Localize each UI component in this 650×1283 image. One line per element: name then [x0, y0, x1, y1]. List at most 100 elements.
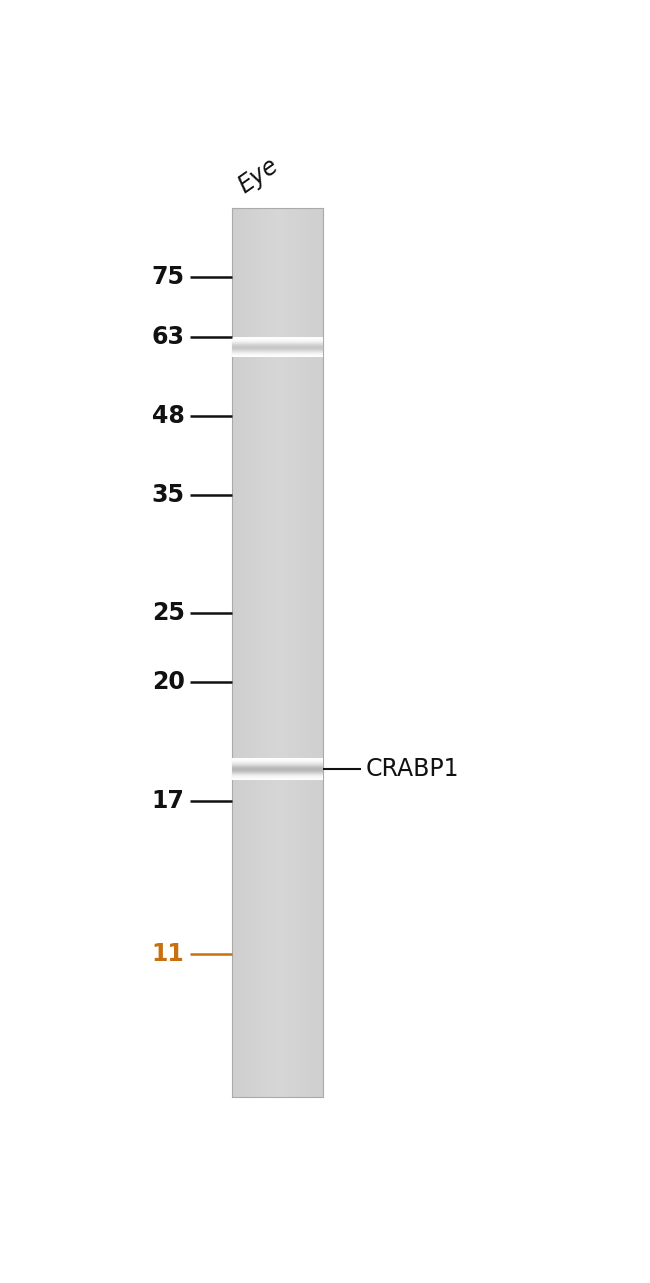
Bar — [233, 355, 323, 357]
Bar — [239, 208, 240, 1097]
Bar — [233, 352, 323, 353]
Bar — [256, 208, 258, 1097]
Bar — [233, 770, 323, 771]
Bar — [233, 771, 323, 772]
Bar — [281, 208, 283, 1097]
Bar — [233, 765, 323, 767]
Bar — [233, 775, 323, 777]
Text: 48: 48 — [151, 404, 185, 427]
Bar — [320, 208, 321, 1097]
Bar — [304, 208, 306, 1097]
Bar — [270, 208, 272, 1097]
Bar — [233, 352, 323, 353]
Bar — [315, 208, 317, 1097]
Bar — [247, 208, 249, 1097]
Bar — [259, 208, 260, 1097]
Bar — [233, 779, 323, 780]
Text: 35: 35 — [151, 482, 185, 507]
Bar — [312, 208, 313, 1097]
Bar — [308, 208, 310, 1097]
Bar — [233, 341, 323, 343]
Bar — [255, 208, 257, 1097]
Bar — [244, 208, 245, 1097]
Bar — [317, 208, 319, 1097]
Bar — [297, 208, 298, 1097]
Text: 17: 17 — [151, 789, 185, 813]
Bar — [272, 208, 274, 1097]
Bar — [233, 760, 323, 761]
Bar — [291, 208, 293, 1097]
Bar — [233, 779, 323, 780]
Bar — [274, 208, 276, 1097]
Bar — [257, 208, 259, 1097]
Bar — [237, 208, 239, 1097]
Bar — [233, 343, 323, 344]
Bar — [233, 355, 323, 358]
Bar — [235, 208, 237, 1097]
Bar — [233, 766, 323, 767]
Bar — [233, 767, 323, 769]
Bar — [233, 765, 323, 766]
Bar — [233, 761, 323, 763]
Bar — [240, 208, 242, 1097]
Bar — [298, 208, 300, 1097]
Bar — [296, 208, 298, 1097]
Bar — [307, 208, 309, 1097]
Bar — [233, 341, 323, 343]
Bar — [313, 208, 315, 1097]
Bar — [233, 343, 323, 345]
Bar — [280, 208, 281, 1097]
Bar — [233, 769, 323, 770]
Bar — [276, 208, 277, 1097]
Bar — [233, 766, 323, 767]
Bar — [303, 208, 304, 1097]
Bar — [233, 345, 323, 346]
Bar — [233, 777, 323, 779]
Bar — [233, 340, 323, 341]
Bar — [268, 208, 270, 1097]
Text: Eye: Eye — [233, 154, 283, 198]
Bar — [233, 339, 323, 340]
Bar — [233, 344, 323, 345]
Bar — [317, 208, 318, 1097]
Bar — [287, 208, 289, 1097]
Bar — [233, 208, 234, 1097]
Bar — [294, 208, 296, 1097]
Bar — [282, 208, 284, 1097]
Bar — [233, 208, 235, 1097]
Bar — [233, 770, 323, 771]
Bar — [305, 208, 307, 1097]
Bar — [233, 775, 323, 776]
Bar — [306, 208, 307, 1097]
Bar — [322, 208, 324, 1097]
Text: 20: 20 — [151, 671, 185, 694]
Bar — [233, 346, 323, 348]
Bar — [277, 208, 278, 1097]
Bar — [233, 340, 323, 341]
Bar — [285, 208, 286, 1097]
Bar — [233, 772, 323, 775]
Bar — [271, 208, 272, 1097]
Bar — [233, 337, 323, 339]
Bar — [289, 208, 291, 1097]
Bar — [259, 208, 261, 1097]
Bar — [233, 763, 323, 765]
Bar — [233, 336, 323, 339]
Bar — [246, 208, 248, 1097]
Bar — [233, 758, 323, 761]
Bar — [236, 208, 237, 1097]
Bar — [233, 350, 323, 352]
Bar — [233, 772, 323, 774]
Bar — [263, 208, 265, 1097]
Bar — [233, 774, 323, 775]
Bar — [233, 767, 323, 769]
Bar — [233, 771, 323, 774]
Bar — [233, 761, 323, 762]
Bar — [233, 344, 323, 345]
Bar — [261, 208, 263, 1097]
Bar — [233, 349, 323, 352]
Bar — [262, 208, 263, 1097]
Bar — [292, 208, 294, 1097]
Bar — [300, 208, 302, 1097]
Text: 25: 25 — [151, 602, 185, 625]
